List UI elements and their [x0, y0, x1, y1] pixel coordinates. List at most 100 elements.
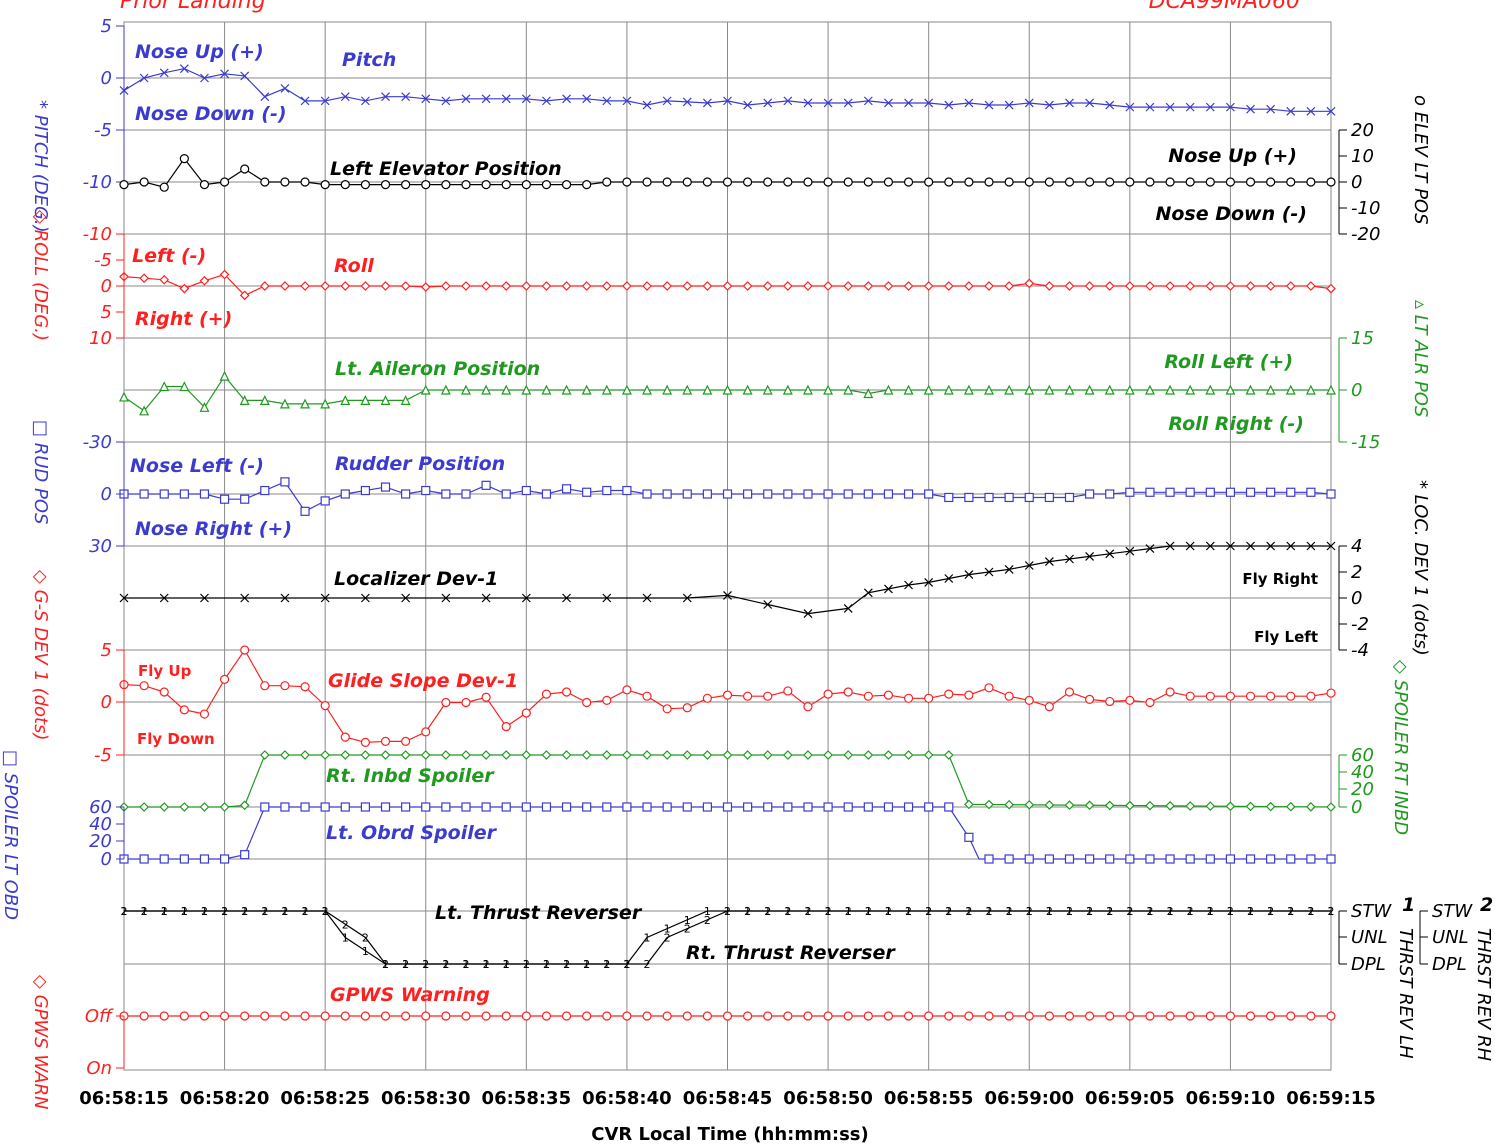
point-marker	[1306, 854, 1316, 864]
point-marker	[803, 489, 813, 499]
point-marker	[200, 73, 209, 83]
point-marker	[702, 802, 712, 812]
point-marker	[762, 750, 773, 760]
point-marker	[481, 750, 491, 760]
point-marker: 2	[925, 905, 932, 918]
point-marker	[642, 384, 653, 395]
point-marker	[280, 750, 290, 760]
point-marker	[903, 177, 914, 187]
point-marker	[179, 705, 189, 715]
axis-tick-label: 30	[89, 536, 112, 557]
point-marker	[1225, 801, 1236, 812]
panel-axis-title: ◇ G-S DEV 1 (dots)	[30, 570, 51, 741]
point-marker	[240, 645, 250, 655]
point-marker	[561, 384, 572, 395]
point-marker	[340, 281, 351, 291]
point-marker	[320, 802, 330, 812]
point-marker	[320, 1011, 330, 1021]
point-marker	[803, 702, 813, 712]
point-marker	[722, 1011, 733, 1021]
point-marker	[1145, 854, 1155, 864]
point-marker	[541, 180, 552, 190]
point-marker	[943, 750, 954, 760]
point-marker	[320, 281, 331, 291]
point-marker	[964, 281, 974, 291]
point-marker	[1205, 541, 1215, 551]
point-marker	[481, 593, 491, 603]
point-marker	[501, 180, 511, 190]
point-marker: 2	[623, 958, 630, 971]
point-marker	[642, 177, 652, 187]
panel-annotation: Lt. Thrust Reverser	[435, 902, 643, 924]
axis-tick-label: 40	[89, 814, 112, 835]
point-marker	[722, 802, 733, 812]
point-marker: 2	[161, 905, 168, 918]
point-marker	[199, 275, 210, 286]
point-marker	[199, 802, 210, 812]
point-marker	[642, 100, 652, 110]
point-marker	[541, 802, 552, 812]
point-marker	[1065, 98, 1074, 108]
point-marker	[1306, 106, 1316, 116]
axis-tick-label: 40	[1351, 762, 1374, 783]
trace-glide-slope-dev-1	[116, 645, 1336, 756]
point-marker	[561, 484, 572, 494]
panel-annotation: 1	[1402, 894, 1415, 916]
point-marker	[903, 489, 914, 499]
point-marker	[260, 485, 270, 496]
point-marker: 2	[1167, 905, 1174, 918]
point-marker	[1125, 487, 1135, 497]
point-marker	[360, 750, 371, 760]
point-marker	[1245, 854, 1256, 864]
point-marker	[1105, 100, 1115, 110]
point-marker	[280, 681, 290, 691]
axis-tick-label: 0	[101, 692, 112, 713]
point-marker: 2	[986, 905, 993, 918]
point-marker	[119, 180, 129, 190]
point-marker: 1	[362, 945, 369, 958]
point-marker	[179, 283, 190, 294]
point-marker	[139, 73, 149, 83]
point-marker	[159, 489, 169, 499]
point-marker	[903, 750, 914, 760]
point-marker	[139, 681, 149, 691]
point-marker	[924, 489, 934, 499]
point-marker	[461, 281, 471, 291]
point-marker	[702, 281, 713, 291]
point-marker	[300, 506, 310, 516]
point-marker: 2	[141, 905, 148, 918]
point-marker	[1105, 1011, 1115, 1021]
axis-tick-label: -4	[1351, 640, 1369, 661]
panel-annotation: Fly Up	[138, 662, 192, 680]
point-marker	[884, 584, 893, 594]
point-marker	[280, 477, 290, 487]
point-marker	[239, 800, 250, 811]
point-marker: 2	[1046, 905, 1053, 918]
panel-annotation: Roll Right (-)	[1168, 413, 1304, 435]
panel-axis-title: □ RUD POS	[30, 420, 51, 524]
point-marker	[1185, 1011, 1195, 1021]
point-marker	[1245, 177, 1256, 187]
point-marker	[863, 388, 874, 399]
point-marker: 1	[684, 914, 691, 927]
point-marker	[1024, 561, 1034, 570]
point-marker	[159, 182, 169, 192]
point-marker	[642, 281, 652, 291]
point-marker	[803, 750, 813, 760]
point-marker: 2	[382, 958, 389, 971]
point-marker	[501, 489, 511, 499]
point-marker: 2	[965, 905, 972, 918]
point-marker	[903, 281, 914, 291]
point-marker	[240, 494, 250, 504]
point-marker	[1084, 177, 1095, 187]
point-marker	[743, 100, 753, 110]
point-marker	[380, 802, 391, 812]
axis-tick-label: 5	[101, 302, 112, 323]
point-marker: 2	[483, 958, 490, 971]
point-marker	[763, 489, 773, 499]
point-marker	[1084, 1011, 1095, 1021]
point-marker	[964, 492, 974, 503]
point-marker	[763, 1011, 773, 1021]
point-marker	[964, 177, 974, 187]
point-marker	[1285, 281, 1296, 291]
